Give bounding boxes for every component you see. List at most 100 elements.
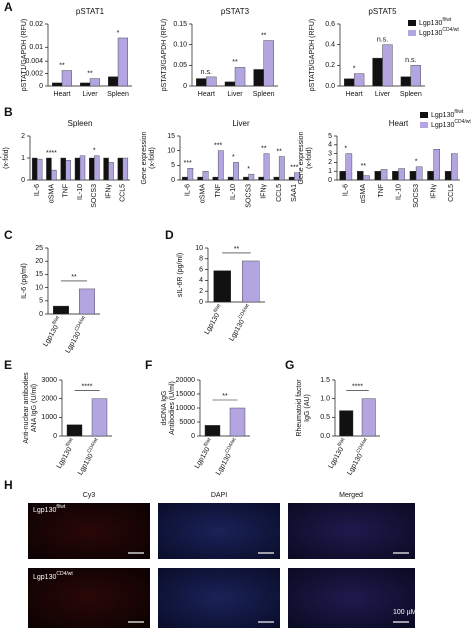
bar <box>273 176 280 181</box>
x-tick-label: SOCS3 <box>91 184 98 208</box>
y-tick-label: 0.004 <box>25 58 43 65</box>
y-tick-label: 5 <box>39 298 43 305</box>
x-tick-label: Liver <box>227 91 243 98</box>
image-dapi <box>158 503 280 559</box>
x-tick-label: Lgp130fl/wt <box>191 437 216 470</box>
y-tick-label: 20 <box>35 258 43 265</box>
image-dapi <box>158 568 280 628</box>
bar <box>91 398 108 437</box>
x-tick-label: Lgp130fl/wt <box>40 315 65 348</box>
panel-label: H <box>4 478 13 492</box>
row-label-base: Lgp130 <box>33 507 56 514</box>
significance: **** <box>82 384 93 391</box>
x-tick-label: αSMA <box>200 184 207 204</box>
y-tick-label: 4 <box>328 142 332 149</box>
chart-title: Liver <box>232 119 250 128</box>
y-tick-label: 0.4 <box>325 42 335 49</box>
bar <box>263 153 270 181</box>
y-tick-label: 8 <box>199 256 203 263</box>
bar <box>392 170 399 181</box>
bar <box>122 157 129 181</box>
x-tick-label: IL-10 <box>77 184 84 200</box>
scale-label: 100 µM <box>393 609 417 616</box>
legend-label-base: Lgp130 <box>431 122 454 129</box>
chart-title: Spleen <box>68 119 93 128</box>
bar <box>74 157 81 181</box>
row-label-base: Lgp130 <box>33 574 56 581</box>
legend-swatch <box>408 30 416 36</box>
bar <box>415 166 423 181</box>
bar <box>89 78 101 87</box>
bar <box>278 156 285 181</box>
panel-label: D <box>165 228 174 242</box>
significance: *** <box>290 165 298 172</box>
bar <box>36 158 43 181</box>
y-tick-label: 15 <box>35 271 43 278</box>
image-merged <box>288 503 415 559</box>
y-tick-label: 10 <box>35 284 43 291</box>
significance: ** <box>222 393 228 400</box>
x-tick-label: Heart <box>198 91 215 98</box>
significance: * <box>247 166 250 173</box>
significance: ** <box>261 145 267 152</box>
x-tick-label: Lgp130CD4/wt <box>344 437 372 477</box>
bar <box>409 170 417 181</box>
y-tick-label: 2 <box>328 159 332 166</box>
x-tick-label: IFNγ <box>430 184 437 199</box>
significance: * <box>232 154 235 161</box>
y-tick-label: 0 <box>39 83 43 90</box>
y-tick-label: 0.002 <box>25 70 43 77</box>
x-tick-label: Lgp130CD4/wt <box>75 437 103 477</box>
bar <box>353 73 365 87</box>
bar <box>345 153 353 181</box>
panel-label: A <box>4 0 13 14</box>
significance: * <box>415 159 418 166</box>
y-axis-label: pSTAT3/GAPDH (RFU) <box>161 19 168 91</box>
column-header: DAPI <box>211 492 227 499</box>
x-tick-label-superscript: CD4/wt <box>224 437 238 455</box>
x-tick-label-superscript: fl/wt <box>213 303 223 314</box>
x-tick-label-superscript: CD4/wt <box>238 303 252 321</box>
legend-swatch <box>420 112 428 118</box>
bar <box>79 82 91 87</box>
legend-label-base: Lgp130 <box>431 112 454 119</box>
row-label: Lgp130fl/wt <box>33 504 66 514</box>
legend-label: Lgp130fl/wt <box>431 109 464 119</box>
bar <box>52 82 63 87</box>
legend-swatch <box>408 20 416 26</box>
row-label-superscript: CD4/wt <box>56 571 73 577</box>
y-tick-label: 15000 <box>176 391 196 398</box>
y-axis-label: IL-6 (pg/ml) <box>21 263 28 299</box>
y-tick-label: 0.02 <box>29 21 43 28</box>
y-tick-label: 0 <box>328 177 332 184</box>
legend-label: Lgp130CD4/wt <box>419 27 459 37</box>
y-tick-label: 20000 <box>176 377 196 384</box>
y-tick-label: 5 <box>328 133 332 140</box>
x-tick-label: Heart <box>346 91 363 98</box>
significance: * <box>344 145 347 152</box>
significance: ** <box>59 62 65 69</box>
bar <box>103 157 109 181</box>
y-tick-label: 10 <box>195 245 203 252</box>
bar <box>182 176 188 181</box>
y-axis-label: Rheumatoid factor <box>296 379 303 437</box>
y-axis-label: Anti-nuclear antibodies <box>23 372 30 444</box>
bar <box>53 305 70 315</box>
bar <box>410 65 421 87</box>
bar <box>224 81 236 87</box>
legend-label-superscript: CD4/wt <box>454 119 471 125</box>
x-tick-label-base: Lgp130 <box>346 453 364 477</box>
x-tick-label: αSMA <box>48 184 55 204</box>
y-tick-label: 0.0 <box>320 433 330 440</box>
bar <box>79 155 86 181</box>
bar <box>357 170 364 181</box>
significance: n.s. <box>201 69 212 76</box>
x-tick-label: IL-10 <box>230 184 237 200</box>
chart-title: pSTAT1 <box>76 7 105 16</box>
x-tick-label: IFNγ <box>261 184 268 199</box>
significance: **** <box>352 384 363 391</box>
bar <box>107 76 119 87</box>
bar <box>380 169 388 181</box>
x-tick-label-base: Lgp130 <box>42 324 60 348</box>
x-tick-label: Liver <box>82 91 98 98</box>
